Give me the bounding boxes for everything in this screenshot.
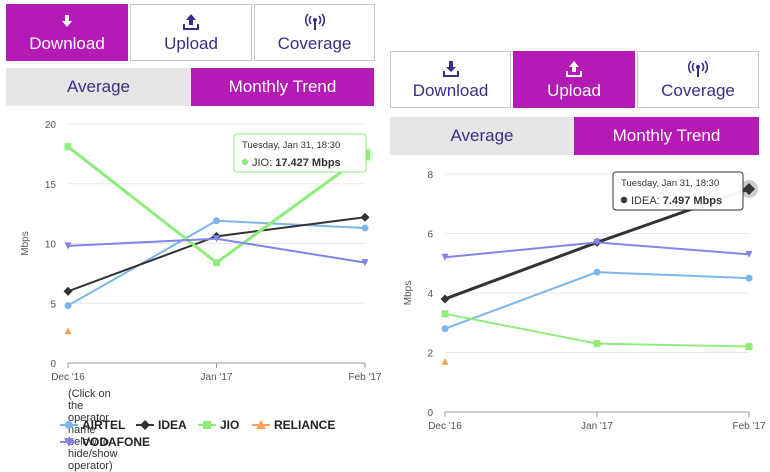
y-tick-label: 6 xyxy=(427,230,433,241)
tooltip-date: Tuesday, Jan 31, 18:30 xyxy=(621,178,719,189)
tooltip-series-dot xyxy=(241,158,249,166)
y-tick-label: 0 xyxy=(427,408,433,419)
legend-label-airtel: AIRTEL xyxy=(82,418,126,432)
x-tick-label: Feb '17 xyxy=(732,421,765,432)
signal-icon xyxy=(687,59,709,79)
coverage-tab-button[interactable]: Coverage xyxy=(254,4,375,61)
series-line-vodafone[interactable] xyxy=(67,237,366,264)
jio-marker-icon xyxy=(198,421,216,429)
tooltip-box xyxy=(612,171,744,211)
x-tick-label: Jan '17 xyxy=(201,372,233,383)
legend-item-airtel[interactable]: AIRTEL xyxy=(60,418,125,432)
data-point-airtel[interactable] xyxy=(593,268,601,276)
legend-label-reliance: RELIANCE xyxy=(274,418,336,432)
data-point-idea[interactable] xyxy=(440,294,450,304)
y-tick-label: 15 xyxy=(45,180,57,191)
upload-trend-chart: 0 2 4 6 8 Mbps Dec '16 Jan '17 Feb '17 Tuesday, J… xyxy=(403,170,766,432)
data-point-idea[interactable] xyxy=(743,182,755,195)
average-tab[interactable]: Average xyxy=(6,68,191,106)
data-point-jio[interactable] xyxy=(213,259,220,267)
monthly-trend-tab-label: Monthly Trend xyxy=(612,126,721,145)
y-tick-label: 20 xyxy=(45,120,57,131)
tooltip-series-dot xyxy=(620,196,628,204)
data-point-airtel[interactable] xyxy=(361,224,369,232)
x-tick-label: Feb '17 xyxy=(348,372,381,383)
data-point-airtel[interactable] xyxy=(213,217,220,225)
upload-tab-button[interactable]: Upload xyxy=(130,4,252,61)
data-point-jio[interactable] xyxy=(593,340,601,348)
monthly-trend-tab[interactable]: Monthly Trend xyxy=(191,68,374,106)
legend-label-vodafone: VODAFONE xyxy=(82,435,151,449)
data-point-idea[interactable] xyxy=(360,212,370,222)
average-tab-label: Average xyxy=(66,77,130,96)
download-icon xyxy=(59,12,75,32)
data-point-jio[interactable] xyxy=(745,343,753,351)
download-trend-chart: 0 5 10 15 20 Mbps Dec '16 Jan '17 Feb '17 Tuesday… xyxy=(20,120,382,383)
tooltip-date: Tuesday, Jan 31, 18:30 xyxy=(242,140,340,151)
data-point-vodafone[interactable] xyxy=(213,235,220,243)
upload-tab-label: Upload xyxy=(164,33,218,53)
legend-item-idea[interactable]: IDEA xyxy=(136,418,187,432)
x-tick-label: Dec '16 xyxy=(428,421,462,432)
data-point-airtel[interactable] xyxy=(64,302,72,310)
tooltip: Tuesday, Jan 31, 18:30 JIO: 17.427 Mbps xyxy=(233,133,367,173)
vodafone-marker-icon xyxy=(60,438,78,447)
data-point-jio[interactable] xyxy=(64,143,72,151)
upload-icon xyxy=(182,12,200,32)
data-point-vodafone[interactable] xyxy=(64,242,72,250)
x-tick-label: Jan '17 xyxy=(581,421,613,432)
monthly-trend-tab-label: Monthly Trend xyxy=(228,77,337,96)
data-point-vodafone[interactable] xyxy=(593,238,601,246)
monthly-trend-tab[interactable]: Monthly Trend xyxy=(574,117,759,155)
data-point-vodafone[interactable] xyxy=(745,250,753,258)
data-point-reliance[interactable] xyxy=(441,357,449,365)
tooltip: Tuesday, Jan 31, 18:30 IDEA: 7.497 Mbps xyxy=(612,171,744,211)
y-tick-label: 4 xyxy=(427,289,433,300)
average-tab[interactable]: Average xyxy=(390,117,574,155)
y-axis-label: Mbps xyxy=(403,281,414,305)
download-tab-label: Download xyxy=(29,33,105,53)
coverage-tab-button[interactable]: Coverage xyxy=(637,51,759,108)
legend-label-jio: JIO xyxy=(220,418,240,432)
download-tab-button[interactable]: Download xyxy=(390,51,511,108)
download-icon xyxy=(442,59,460,79)
legend-label-idea: IDEA xyxy=(158,418,187,432)
data-point-reliance[interactable] xyxy=(64,327,72,335)
legend-item-jio[interactable]: JIO xyxy=(198,418,239,432)
coverage-tab-label: Coverage xyxy=(661,80,735,100)
tooltip-value: IDEA: 7.497 Mbps xyxy=(631,195,722,207)
upload-tab-button[interactable]: Upload xyxy=(513,51,635,108)
y-tick-label: 10 xyxy=(45,240,57,251)
data-point-airtel[interactable] xyxy=(745,274,753,282)
data-point-vodafone[interactable] xyxy=(361,259,369,267)
x-tick-label: Dec '16 xyxy=(51,372,85,383)
reliance-marker-icon xyxy=(252,420,270,429)
download-tab-label: Download xyxy=(412,80,489,100)
y-tick-label: 5 xyxy=(50,299,56,310)
legend-item-reliance[interactable]: RELIANCE xyxy=(252,418,335,432)
average-tab-label: Average xyxy=(450,126,514,145)
airtel-marker-icon xyxy=(60,421,78,429)
data-point-idea[interactable] xyxy=(63,286,73,296)
download-tab-button[interactable]: Download xyxy=(6,4,128,61)
tooltip-value: JIO: 17.427 Mbps xyxy=(252,157,341,169)
y-axis-label: Mbps xyxy=(20,231,31,255)
data-point-airtel[interactable] xyxy=(441,325,449,333)
data-point-jio[interactable] xyxy=(441,310,449,318)
signal-icon xyxy=(304,12,326,32)
tooltip-box xyxy=(233,133,367,173)
upload-tab-label: Upload xyxy=(547,80,601,100)
y-tick-label: 8 xyxy=(427,170,433,181)
coverage-tab-label: Coverage xyxy=(277,33,352,53)
upload-icon xyxy=(565,59,583,79)
y-tick-label: 2 xyxy=(427,349,433,360)
legend-item-vodafone[interactable]: VODAFONE xyxy=(60,435,150,449)
idea-marker-icon xyxy=(136,420,154,430)
y-tick-label: 0 xyxy=(50,359,56,370)
data-point-vodafone[interactable] xyxy=(441,253,449,261)
